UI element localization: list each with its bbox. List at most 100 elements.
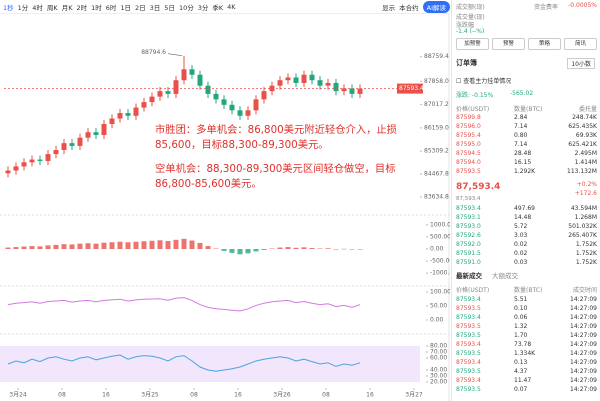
candle-body	[173, 80, 179, 94]
cell: 1.292K	[514, 168, 536, 175]
x-tick-label: 08	[58, 392, 66, 399]
cell: 价格(USDT)	[456, 106, 490, 113]
side-panel: 成交额(现) 资金费率 -0.0005% 成交量(现) 涨跌幅 -1.4 (--…	[451, 0, 600, 401]
interval-tab[interactable]: 3日	[149, 3, 161, 12]
x-tick-label: 16	[234, 392, 242, 399]
cell: 625.421K	[568, 141, 597, 148]
toggle-label: 查看主力挂单情况	[463, 78, 512, 85]
interval-tab[interactable]: 周K	[46, 3, 58, 12]
cell: 1.752K	[575, 241, 597, 248]
x-tick-label: 3月27	[405, 392, 423, 399]
interval-tab[interactable]: 季K	[212, 3, 224, 12]
interval-tab[interactable]: 3分	[197, 3, 209, 12]
panel-button[interactable]: 加预警	[456, 38, 489, 50]
y-tick-label: 500.00	[430, 233, 450, 240]
macd-bar	[149, 240, 155, 249]
macd-bar	[253, 249, 259, 252]
panel-button[interactable]: 预警	[492, 38, 525, 50]
interval-tab[interactable]: 5日	[164, 3, 175, 12]
cell: 113.132M	[567, 168, 597, 175]
cell: 87592.6	[456, 232, 481, 239]
y-tick-label: 85309.2	[424, 148, 449, 155]
trades-tab[interactable]: 最新成交	[456, 272, 482, 280]
panel-button[interactable]: 简讯	[564, 38, 597, 50]
last-change: +172.6	[574, 190, 597, 197]
interval-tab[interactable]: 4时	[32, 3, 43, 12]
candle-body	[333, 82, 339, 92]
y-tick-label: 0.00	[430, 246, 444, 253]
macd-bar	[229, 249, 235, 253]
interval-tab[interactable]: 10分	[178, 3, 194, 12]
macd-bar	[29, 246, 35, 249]
cell: 87593.4	[456, 205, 481, 212]
candle-body	[5, 170, 11, 174]
candle-body	[21, 162, 27, 167]
y-tick-label: 0.00	[430, 317, 444, 324]
macd-bar	[309, 248, 315, 249]
cell: 0.03	[514, 259, 528, 266]
macd-bar	[53, 244, 59, 249]
x-tick-label: 3月26	[273, 392, 291, 399]
cell: 14:27:09	[570, 332, 597, 339]
book-change: 涨跌: -0.15%	[456, 92, 494, 99]
contract-menu[interactable]: 本合约	[399, 3, 419, 12]
macd-bar	[85, 243, 91, 249]
interval-tab[interactable]: 4K	[227, 2, 236, 11]
x-tick-label: 16	[366, 392, 374, 399]
candle-body	[221, 99, 227, 105]
interval-tab[interactable]: 月K	[61, 3, 73, 12]
interval-tab[interactable]: 1分	[17, 3, 29, 12]
interval-tab[interactable]: 6时	[105, 3, 117, 12]
macd-bar	[13, 247, 19, 249]
interval-tab[interactable]: 1时	[91, 3, 102, 12]
cell: 0.02	[514, 241, 528, 248]
interval-tab[interactable]: 2时	[76, 3, 88, 12]
y-tick-label: 60.00	[430, 355, 447, 362]
x-tick-label: 08	[322, 392, 330, 399]
cell: 数量(BTC)	[514, 287, 543, 294]
candle-body	[205, 85, 211, 94]
panel-button[interactable]: 策略	[528, 38, 561, 50]
cell: 87592.0	[456, 241, 481, 248]
y-tick-label: 83634.8	[424, 193, 449, 200]
macd-bar	[285, 247, 291, 249]
orderbook-title: 订单簿	[456, 59, 477, 67]
cell: 0.13	[514, 359, 528, 366]
precision-select[interactable]: 10小数	[567, 58, 595, 69]
band	[0, 346, 420, 382]
cell: 14:27:09	[570, 377, 597, 384]
annotation: 市胜团：多单机会：86,800美元附近轻仓介入，止损85,600，目标88,30…	[155, 123, 417, 201]
macd-bar	[301, 247, 307, 249]
y-tick-label: 70.00	[430, 349, 447, 356]
cell: 87591.5	[456, 250, 481, 257]
cell: 625.435K	[568, 123, 597, 130]
candle-body	[101, 124, 107, 135]
macd-bar	[141, 241, 147, 249]
cell: 14:27:09	[570, 314, 597, 321]
ai-button[interactable]: AI解读	[422, 0, 450, 13]
main-order-toggle[interactable]: ☐ 查看主力挂单情况	[456, 78, 512, 85]
macd-bar	[357, 249, 363, 250]
cell: 0.07	[514, 386, 528, 393]
interval-tab[interactable]: 1日	[120, 3, 132, 12]
cell: 2.84	[514, 114, 528, 121]
candle-body	[237, 110, 243, 116]
cell: 87593.5	[456, 386, 481, 393]
y-tick-label: 30.00	[430, 373, 447, 380]
cell: 87593.5	[456, 368, 481, 375]
cell: 87591.0	[456, 259, 481, 266]
macd-bar	[293, 247, 299, 249]
display-menu[interactable]: 显示	[382, 3, 396, 12]
cell: 2.495M	[574, 150, 597, 157]
cell: 委托量	[578, 106, 597, 113]
cell: 数量(BTC)	[514, 106, 543, 113]
interval-tab[interactable]: 1秒	[3, 3, 14, 12]
macd-bar	[349, 249, 355, 250]
cell: 501.032K	[568, 223, 597, 230]
interval-tab[interactable]: 2日	[135, 3, 146, 12]
candle-body	[85, 132, 91, 138]
chart: 83634.8 84467.8 85309.2 86159.0 87017.2 87858…	[0, 14, 450, 401]
trades-tab[interactable]: 大额成交	[492, 272, 518, 280]
cell: 14:27:09	[570, 341, 597, 348]
